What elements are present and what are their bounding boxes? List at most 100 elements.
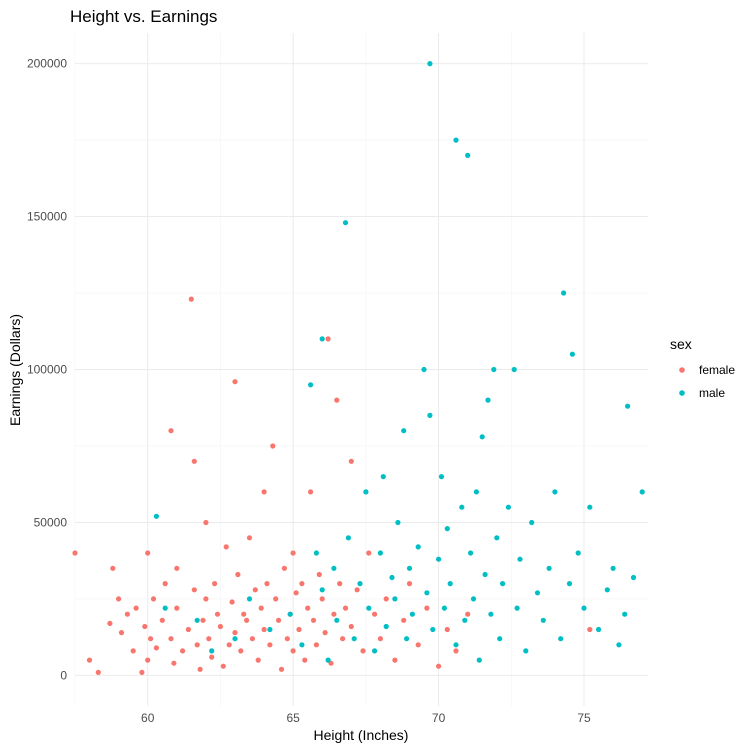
x-axis-title: Height (Inches) bbox=[314, 727, 409, 743]
data-point-female bbox=[232, 379, 238, 385]
data-point-male bbox=[462, 617, 468, 623]
data-point-male bbox=[153, 513, 159, 519]
data-point-female bbox=[276, 617, 282, 623]
data-point-male bbox=[517, 556, 523, 562]
data-point-male bbox=[325, 657, 331, 663]
data-point-female bbox=[261, 626, 267, 633]
data-point-female bbox=[284, 636, 290, 642]
data-point-female bbox=[252, 587, 258, 593]
data-point-female bbox=[392, 657, 398, 663]
data-point-female bbox=[159, 617, 165, 623]
data-point-female bbox=[168, 636, 174, 642]
data-point-male bbox=[581, 605, 587, 611]
data-point-female bbox=[142, 623, 148, 630]
data-point-male bbox=[331, 565, 337, 571]
data-point-male bbox=[427, 412, 433, 418]
data-point-male bbox=[406, 565, 413, 571]
data-point-female bbox=[86, 657, 93, 663]
legend-label-male: male bbox=[699, 386, 725, 400]
data-point-male bbox=[540, 617, 546, 623]
data-point-male bbox=[372, 648, 378, 654]
data-point-female bbox=[325, 336, 331, 342]
data-point-male bbox=[482, 571, 488, 578]
y-tick-labels: 0 50000 100000 150000 200000 bbox=[27, 57, 67, 683]
data-point-female bbox=[197, 666, 203, 672]
data-point-male bbox=[497, 636, 503, 642]
data-point-male bbox=[351, 636, 357, 642]
data-point-male bbox=[377, 550, 383, 556]
data-point-male bbox=[630, 574, 637, 581]
data-point-female bbox=[255, 657, 261, 663]
data-point-male bbox=[334, 617, 340, 623]
data-point-male bbox=[453, 642, 459, 648]
data-point-male bbox=[232, 636, 238, 642]
data-point-female bbox=[241, 611, 247, 617]
data-point-male bbox=[561, 290, 567, 296]
data-point-male bbox=[436, 556, 442, 562]
data-point-female bbox=[226, 642, 232, 648]
data-point-male bbox=[479, 434, 485, 440]
data-point-male bbox=[441, 605, 447, 611]
data-point-female bbox=[278, 666, 285, 672]
data-point-female bbox=[270, 443, 276, 449]
data-point-female bbox=[244, 617, 250, 623]
data-point-male bbox=[523, 648, 529, 654]
data-point-female bbox=[322, 630, 328, 636]
x-tick-label: 70 bbox=[432, 711, 446, 725]
data-point-male bbox=[470, 596, 477, 602]
data-point-female bbox=[203, 519, 209, 526]
data-point-male bbox=[505, 504, 511, 510]
data-point-female bbox=[191, 587, 197, 593]
data-point-male bbox=[392, 596, 398, 602]
data-point-male bbox=[401, 428, 407, 434]
data-point-male bbox=[625, 403, 631, 409]
data-point-female bbox=[360, 648, 366, 654]
y-tick-label: 200000 bbox=[27, 57, 67, 71]
data-point-male bbox=[395, 519, 401, 526]
data-point-male bbox=[468, 550, 474, 556]
data-point-female bbox=[171, 660, 177, 666]
data-point-male bbox=[566, 581, 573, 587]
data-point-female bbox=[424, 605, 430, 611]
data-point-female bbox=[235, 571, 241, 578]
data-point-female bbox=[139, 669, 145, 676]
data-point-male bbox=[162, 605, 168, 611]
data-point-female bbox=[305, 605, 311, 611]
data-point-male bbox=[267, 626, 273, 633]
data-point-female bbox=[340, 636, 346, 642]
data-point-female bbox=[453, 648, 459, 654]
points bbox=[72, 61, 645, 676]
data-point-male bbox=[319, 336, 325, 342]
data-point-female bbox=[258, 605, 264, 611]
legend-label-female: female bbox=[699, 363, 735, 377]
data-point-female bbox=[319, 596, 325, 602]
x-tick-label: 65 bbox=[286, 711, 300, 725]
data-point-female bbox=[124, 611, 130, 617]
data-point-male bbox=[575, 550, 581, 556]
data-point-male bbox=[363, 489, 369, 495]
data-point-female bbox=[246, 535, 253, 541]
data-point-male bbox=[427, 61, 433, 67]
data-point-female bbox=[133, 605, 139, 611]
data-point-male bbox=[389, 574, 395, 581]
data-point-female bbox=[174, 605, 180, 611]
legend-key-female bbox=[679, 367, 685, 373]
data-point-female bbox=[299, 581, 305, 587]
data-point-female bbox=[162, 581, 168, 587]
series-female bbox=[72, 296, 593, 676]
x-tick-label: 60 bbox=[141, 711, 155, 725]
data-point-male bbox=[319, 587, 325, 593]
data-point-female bbox=[232, 630, 238, 636]
data-point-male bbox=[287, 611, 293, 617]
y-tick-label: 150000 bbox=[27, 210, 67, 224]
data-point-male bbox=[366, 605, 372, 611]
data-point-female bbox=[337, 581, 343, 587]
data-point-female bbox=[249, 636, 255, 642]
series-male bbox=[153, 61, 645, 663]
data-point-female bbox=[293, 590, 299, 596]
legend-key-male bbox=[679, 390, 685, 396]
data-point-female bbox=[200, 617, 206, 623]
data-point-male bbox=[552, 489, 558, 495]
data-point-male bbox=[438, 474, 445, 480]
